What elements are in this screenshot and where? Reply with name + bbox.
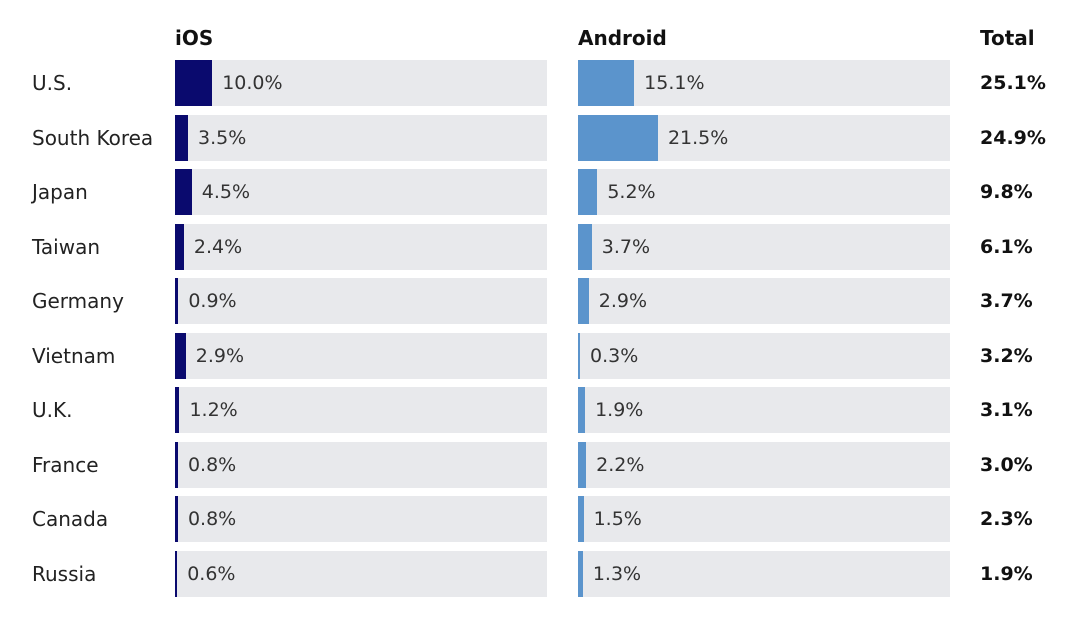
total-value-label: 6.1% — [980, 235, 1033, 258]
android-value-label: 0.3% — [590, 344, 639, 367]
android-bar-track: 0.3% — [578, 332, 950, 379]
android-value-label: 21.5% — [667, 126, 729, 149]
ios-bar — [175, 550, 178, 597]
total-value-label: 3.1% — [980, 399, 1033, 421]
country-label: Russia — [32, 561, 97, 586]
ios-value-label: 0.6% — [187, 562, 236, 585]
ios-column-header: iOS — [175, 26, 214, 50]
android-value-label: 2.2% — [596, 453, 645, 476]
ios-bar — [175, 223, 184, 270]
total-value-label: 2.3% — [980, 508, 1033, 530]
ios-value-label: 2.9% — [195, 344, 245, 367]
android-value-label: 2.9% — [598, 290, 648, 312]
ios-bar — [175, 496, 178, 542]
country-label: Taiwan — [32, 234, 101, 259]
ios-bar — [175, 114, 189, 161]
ios-bar — [175, 387, 180, 433]
ios-bar-track: 4.5% — [175, 169, 547, 215]
country-label: South Korea — [32, 125, 154, 150]
ios-value-label: 1.2% — [189, 399, 238, 421]
total-value-label: 3.0% — [980, 453, 1033, 476]
android-bar-track: 2.2% — [578, 441, 950, 488]
android-bar — [578, 550, 583, 597]
ios-value-label: 4.5% — [201, 181, 251, 203]
ios-bar-track: 0.8% — [175, 441, 547, 488]
country-label: Canada — [32, 507, 109, 531]
total-value-label: 24.9% — [980, 126, 1046, 149]
country-label: U.S. — [32, 71, 73, 95]
ios-bar — [175, 169, 192, 215]
ios-bar-track: 10.0% — [175, 60, 547, 106]
ios-value-label: 3.5% — [198, 126, 247, 149]
android-bar-track: 21.5% — [578, 114, 950, 161]
android-value-label: 3.7% — [601, 235, 651, 258]
android-value-label: 15.1% — [644, 72, 705, 94]
android-bar — [578, 223, 592, 270]
ios-value-label: 0.8% — [187, 508, 237, 530]
ios-bar-track: 3.5% — [175, 114, 547, 161]
total-value-label: 9.8% — [980, 181, 1033, 203]
android-bar — [578, 60, 635, 106]
country-label: Vietnam — [32, 343, 116, 368]
android-bar — [578, 387, 586, 433]
android-value-label: 1.3% — [592, 562, 642, 585]
ios-value-label: 10.0% — [222, 72, 283, 94]
android-column-header: Android — [578, 26, 667, 50]
ios-value-label: 2.4% — [193, 235, 243, 258]
ios-bar-track: 0.6% — [175, 550, 547, 597]
android-bar — [578, 169, 598, 215]
android-bar — [578, 332, 580, 379]
android-bar — [578, 278, 589, 324]
android-value-label: 1.9% — [595, 399, 644, 421]
android-bar-track: 2.9% — [578, 278, 950, 324]
android-value-label: 5.2% — [607, 181, 656, 203]
country-label: France — [32, 452, 99, 477]
android-bar — [578, 441, 587, 488]
total-value-label: 3.2% — [980, 344, 1033, 367]
ios-value-label: 0.9% — [188, 290, 237, 312]
ios-bar — [175, 60, 213, 106]
android-bar — [578, 114, 658, 161]
total-column-header: Total — [980, 26, 1035, 50]
android-bar-track: 15.1% — [578, 60, 950, 106]
android-bar-track: 1.3% — [578, 550, 950, 597]
android-bar-track: 1.9% — [578, 387, 950, 433]
android-bar — [578, 496, 584, 542]
ios-bar — [175, 278, 179, 324]
ios-bar-track: 2.4% — [175, 223, 547, 270]
ios-value-label: 0.8% — [187, 453, 237, 476]
country-label: U.K. — [32, 398, 73, 422]
ios-bar — [175, 441, 178, 488]
android-value-label: 1.5% — [593, 508, 642, 530]
ios-bar-track: 2.9% — [175, 332, 547, 379]
ios-bar-track: 0.9% — [175, 278, 547, 324]
ios-bar-track: 0.8% — [175, 496, 547, 542]
total-value-label: 25.1% — [980, 72, 1046, 94]
total-value-label: 3.7% — [980, 290, 1033, 312]
total-value-label: 1.9% — [980, 562, 1033, 585]
android-bar-track: 1.5% — [578, 496, 950, 542]
country-label: Japan — [32, 180, 88, 204]
android-bar-track: 3.7% — [578, 223, 950, 270]
android-bar-track: 5.2% — [578, 169, 950, 215]
ios-bar-track: 1.2% — [175, 387, 547, 433]
country-label: Germany — [32, 289, 124, 313]
ios-bar — [175, 332, 186, 379]
